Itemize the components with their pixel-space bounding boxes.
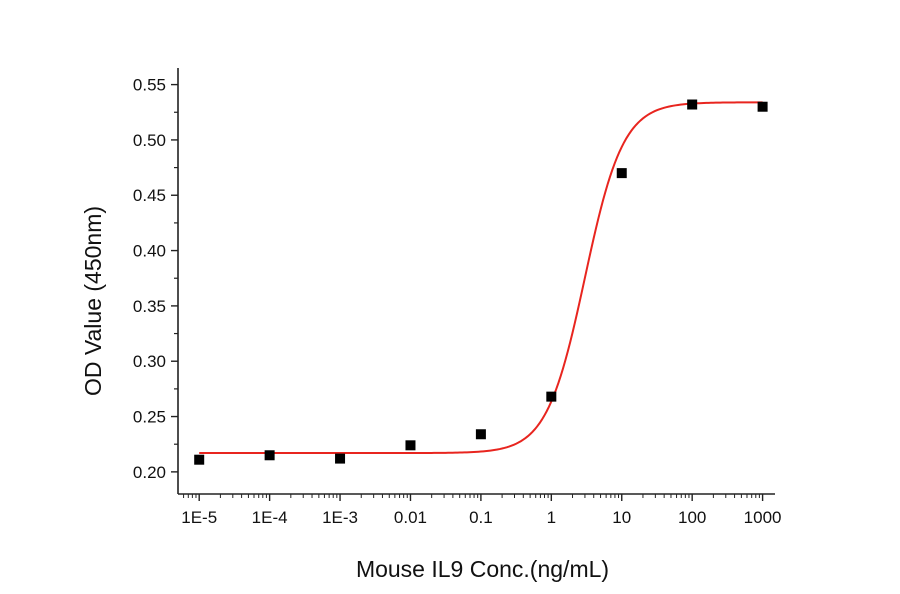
y-tick-label: 0.25 (133, 408, 166, 427)
data-point-8 (757, 101, 768, 112)
fit-curve (199, 101, 763, 455)
x-tick-label: 0.1 (469, 508, 493, 527)
data-point-3 (405, 440, 416, 451)
y-tick-label: 0.55 (133, 76, 166, 95)
x-axis-title: Mouse IL9 Conc.(ng/mL) (356, 556, 609, 582)
x-tick-label: 1E-5 (181, 508, 217, 527)
x-tick-label: 1000 (744, 508, 782, 527)
y-tick-label: 0.50 (133, 131, 166, 150)
data-point-1 (264, 450, 275, 461)
y-tick-label: 0.20 (133, 463, 166, 482)
data-points (194, 99, 768, 465)
data-point-0 (194, 454, 205, 465)
y-tick-label: 0.40 (133, 242, 166, 261)
x-tick-label: 1E-4 (252, 508, 288, 527)
x-axis-ticks: 1E-5 1E-4 1E-3 0.01 0.1 1 10 100 1000 (181, 494, 782, 527)
y-axis-ticks: 0.20 0.25 0.30 0.35 0.40 0.45 0.50 0.55 (133, 76, 178, 482)
x-tick-label: 1 (547, 508, 556, 527)
x-tick-label: 0.01 (394, 508, 427, 527)
y-tick-label: 0.30 (133, 352, 166, 371)
x-tick-label: 100 (678, 508, 706, 527)
data-point-4 (475, 429, 486, 440)
data-point-5 (546, 391, 557, 402)
y-axis-title: OD Value (450nm) (80, 206, 106, 396)
y-minor-ticks (174, 111, 178, 445)
x-tick-label: 10 (612, 508, 631, 527)
data-point-2 (335, 453, 346, 464)
data-point-7 (687, 99, 698, 110)
data-point-6 (616, 168, 627, 179)
y-tick-label: 0.45 (133, 186, 166, 205)
x-tick-label: 1E-3 (322, 508, 358, 527)
y-tick-label: 0.35 (133, 297, 166, 316)
